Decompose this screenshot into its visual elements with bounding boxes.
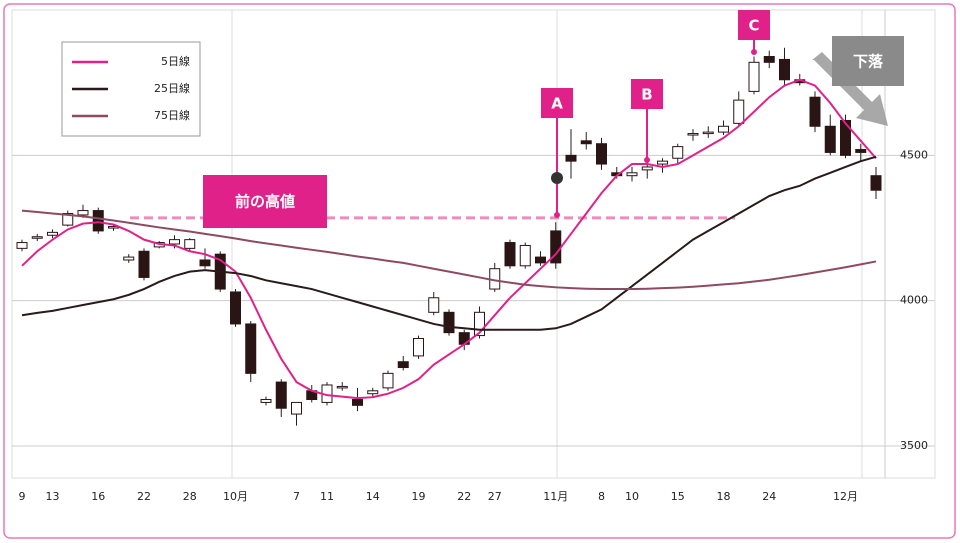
candle-body xyxy=(245,323,257,374)
x-tick-label: 14 xyxy=(366,490,380,503)
legend-label: 25日線 xyxy=(154,81,190,95)
decline-label: 下落 xyxy=(853,53,884,71)
candle-body xyxy=(138,250,150,278)
candle-body xyxy=(169,239,180,245)
x-tick-label: 22 xyxy=(137,490,151,503)
candle-body xyxy=(199,259,211,267)
y-tick-label: 4000 xyxy=(900,294,928,307)
x-tick-label: 27 xyxy=(488,490,502,503)
candle-body xyxy=(687,133,699,136)
x-tick-label: 28 xyxy=(183,490,197,503)
x-tick-label: 18 xyxy=(717,490,731,503)
frame xyxy=(3,3,956,539)
plot-area xyxy=(11,9,936,479)
candle-body xyxy=(504,242,516,267)
candle-body xyxy=(672,146,684,159)
candle-body xyxy=(809,96,821,127)
x-tick-label: 12月 xyxy=(833,490,858,503)
candle-body xyxy=(855,149,867,153)
tag-c: C xyxy=(748,17,759,35)
candle-body xyxy=(352,399,363,406)
candle-body xyxy=(31,236,43,239)
candle-body xyxy=(16,242,28,249)
candle-body xyxy=(718,125,729,133)
candle-body xyxy=(382,372,394,389)
tag-pin-head xyxy=(751,49,757,55)
candle-body xyxy=(840,119,851,156)
tag-b-box xyxy=(631,79,663,109)
candle-body xyxy=(641,166,653,171)
candle-body xyxy=(779,58,790,81)
tag-a-box xyxy=(541,88,573,118)
x-tick-label: 19 xyxy=(412,490,426,503)
candle-body xyxy=(657,160,668,165)
x-tick-label: 15 xyxy=(671,490,685,503)
candle-body xyxy=(291,401,302,415)
x-tick-label: 10月 xyxy=(223,490,248,503)
x-tick-label: 16 xyxy=(91,490,105,503)
candle-body xyxy=(870,175,882,191)
x-tick-label: 13 xyxy=(46,490,60,503)
reference-label-box xyxy=(203,175,327,228)
candle-body xyxy=(519,244,531,267)
candle-body xyxy=(260,399,272,403)
moving-average-line xyxy=(21,155,877,331)
x-tick-label: 9 xyxy=(19,490,26,503)
candle-body xyxy=(428,297,440,313)
candle-body xyxy=(763,56,775,63)
candle-body xyxy=(535,256,546,264)
candle-body xyxy=(397,361,409,369)
candle-body xyxy=(580,140,592,145)
candle-body xyxy=(565,154,577,162)
candle-body xyxy=(77,210,89,216)
marker-dot xyxy=(551,172,563,184)
candle-body xyxy=(230,291,241,325)
candle-body xyxy=(367,390,379,395)
candle-body xyxy=(184,239,196,249)
candle-body xyxy=(123,256,135,261)
tag-pin-head xyxy=(554,212,560,218)
moving-average-line xyxy=(21,209,877,291)
candle-body xyxy=(474,311,485,337)
x-tick-label: 7 xyxy=(293,490,300,503)
x-tick-label: 22 xyxy=(457,490,471,503)
decline-box xyxy=(832,36,904,86)
x-tick-label: 24 xyxy=(762,490,776,503)
candle-body xyxy=(733,99,745,124)
x-tick-label: 11 xyxy=(320,490,334,503)
x-tick-label: 8 xyxy=(598,490,605,503)
candle-body xyxy=(413,337,424,357)
candle-body xyxy=(748,61,760,92)
tag-a: A xyxy=(551,95,563,113)
x-tick-label: 11月 xyxy=(543,490,568,503)
legend-label: 75日線 xyxy=(154,108,190,122)
reference-label: 前の高値 xyxy=(235,193,295,211)
candle-body xyxy=(824,125,836,153)
tag-pin-head xyxy=(644,157,650,163)
candle-body xyxy=(626,172,638,177)
y-tick-label: 4500 xyxy=(900,148,928,161)
moving-average-line xyxy=(21,78,877,400)
candle-body xyxy=(47,231,58,236)
candle-body xyxy=(275,381,287,409)
x-tick-label: 10 xyxy=(625,490,639,503)
tag-b: B xyxy=(641,86,652,104)
candle-body xyxy=(62,212,74,226)
candle-body xyxy=(92,210,104,232)
y-tick-label: 3500 xyxy=(900,439,928,452)
tag-c-box xyxy=(738,10,770,40)
decline-arrow xyxy=(812,52,888,126)
candle-body xyxy=(702,131,714,135)
candle-body xyxy=(443,311,455,334)
candle-body xyxy=(596,143,607,165)
candle-body xyxy=(336,385,348,389)
legend-label: 5日線 xyxy=(161,54,190,68)
